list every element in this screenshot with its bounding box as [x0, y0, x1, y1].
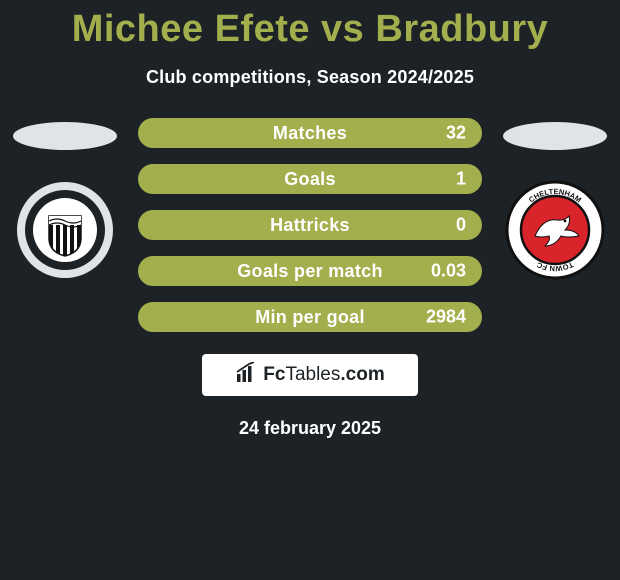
stat-row: Matches 32 [138, 118, 482, 148]
stat-value: 0.03 [431, 261, 466, 282]
chart-icon [235, 362, 257, 389]
stat-row: Min per goal 2984 [138, 302, 482, 332]
stat-label: Min per goal [255, 307, 365, 328]
stat-label: Goals [284, 169, 336, 190]
left-club-crest: GRIMSBY TOWN FC [15, 180, 115, 280]
stat-row: Hattricks 0 [138, 210, 482, 240]
stat-value: 32 [446, 123, 466, 144]
stats-list: Matches 32 Goals 1 Hattricks 0 Goals per… [138, 118, 482, 332]
logo-text: FcTables.com [263, 364, 384, 386]
stat-value: 1 [456, 169, 466, 190]
stat-value: 0 [456, 215, 466, 236]
logo-suffix: .com [340, 364, 384, 385]
logo-brand-2: Tables [285, 364, 340, 385]
left-player-side: GRIMSBY TOWN FC [10, 118, 120, 280]
right-player-side: CHELTENHAM TOWN FC [500, 118, 610, 280]
stat-label: Hattricks [270, 215, 350, 236]
logo-brand-1: Fc [263, 364, 285, 385]
fctables-logo: FcTables.com [202, 354, 418, 396]
subtitle: Club competitions, Season 2024/2025 [0, 67, 620, 88]
comparison-panel: GRIMSBY TOWN FC [0, 118, 620, 332]
stat-value: 2984 [426, 307, 466, 328]
snapshot-date: 24 february 2025 [0, 418, 620, 439]
stat-row: Goals per match 0.03 [138, 256, 482, 286]
stat-row: Goals 1 [138, 164, 482, 194]
stat-label: Matches [273, 123, 347, 144]
stat-label: Goals per match [237, 261, 383, 282]
right-player-silhouette [503, 122, 607, 150]
right-club-crest: CHELTENHAM TOWN FC [505, 180, 605, 280]
left-player-silhouette [13, 122, 117, 150]
page-title: Michee Efete vs Bradbury [0, 0, 620, 51]
